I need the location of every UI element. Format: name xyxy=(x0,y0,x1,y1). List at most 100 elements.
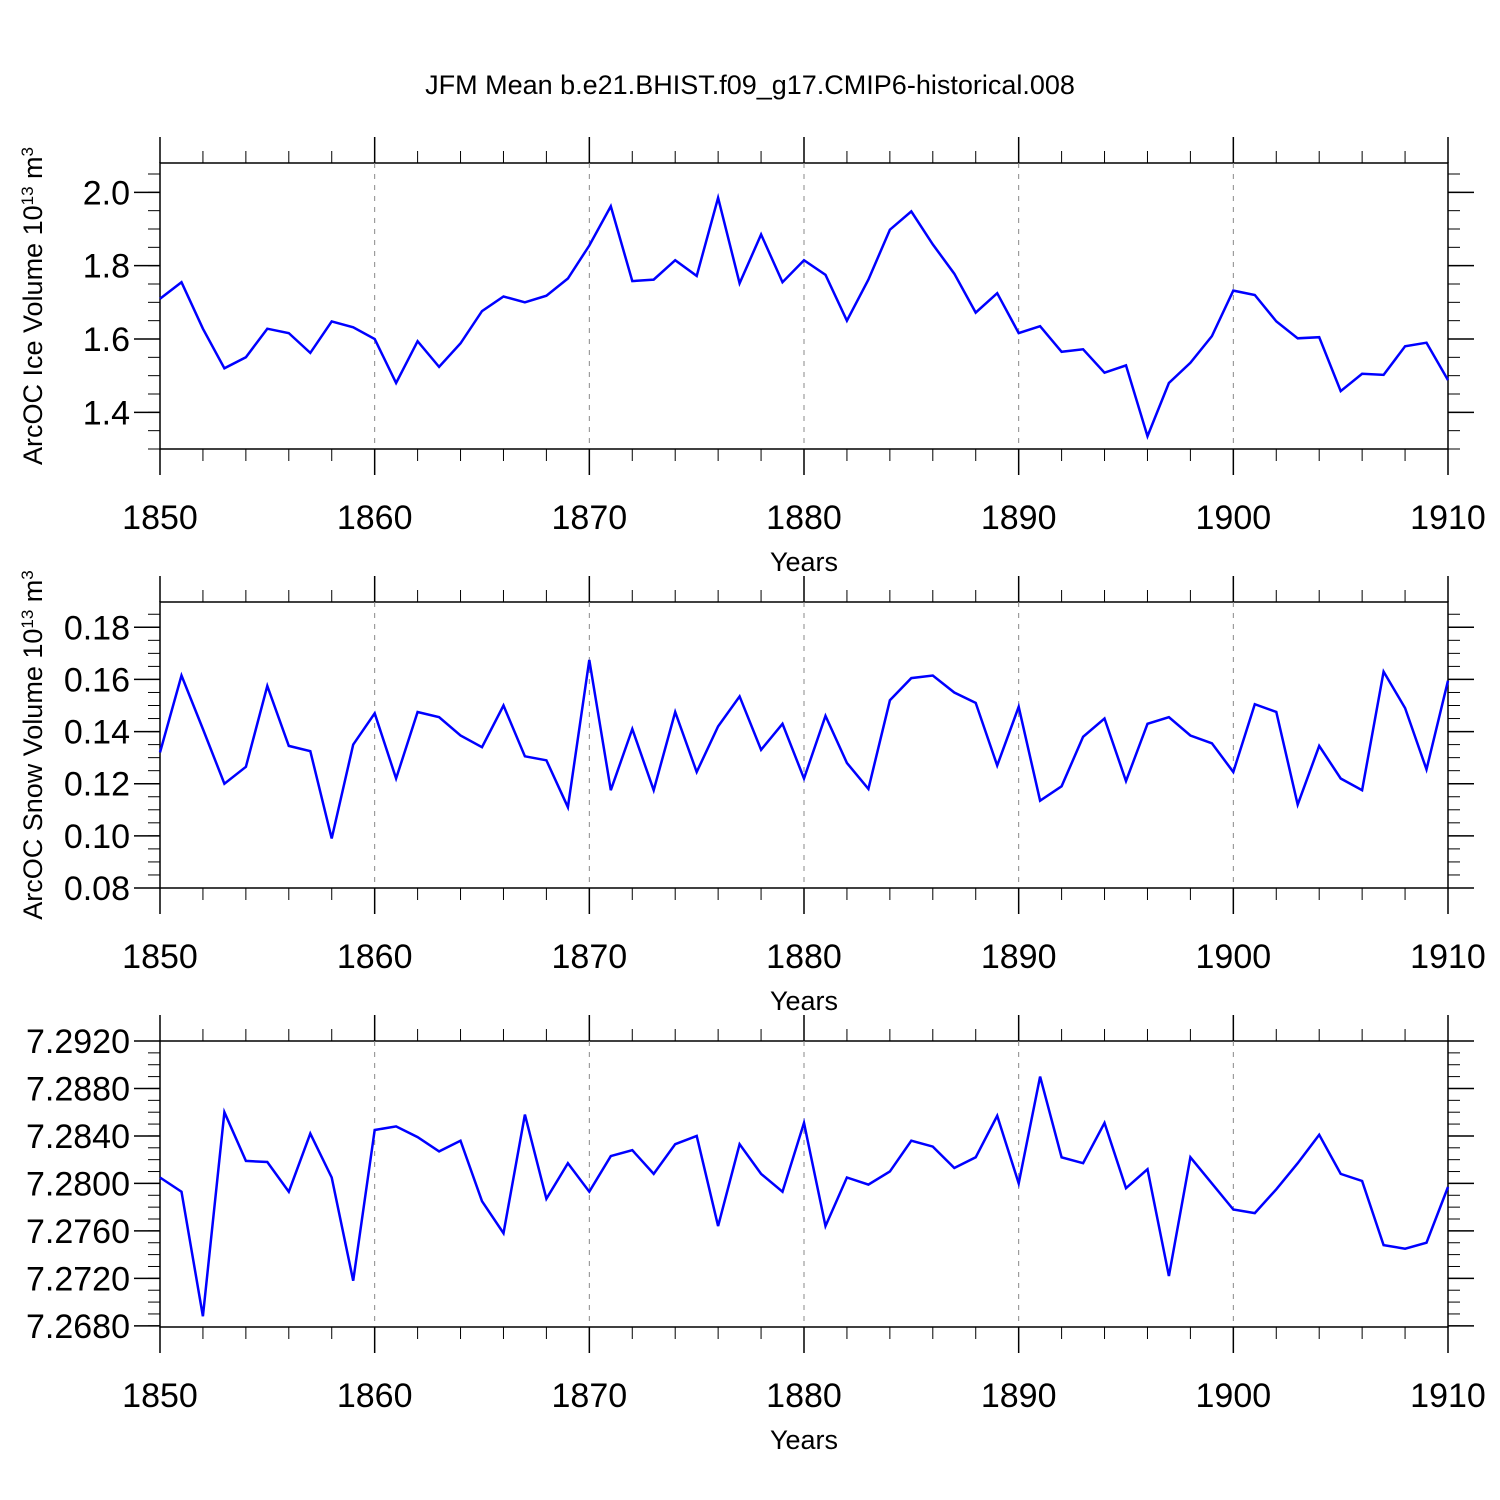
y-tick-label: 7.2880 xyxy=(26,1070,130,1108)
data-point xyxy=(395,777,397,779)
data-point xyxy=(352,326,354,328)
data-point xyxy=(545,295,547,297)
data-point xyxy=(352,743,354,745)
data-point xyxy=(1339,390,1341,392)
data-point xyxy=(1103,1122,1105,1124)
data-point xyxy=(1339,777,1341,779)
data-point xyxy=(502,704,504,706)
data-point xyxy=(1404,707,1406,709)
data-point xyxy=(1017,332,1019,334)
data-point xyxy=(910,1139,912,1141)
data-point xyxy=(223,1111,225,1113)
data-point xyxy=(545,1198,547,1200)
data-point xyxy=(1082,736,1084,738)
data-point xyxy=(610,1155,612,1157)
data-point xyxy=(202,1315,204,1317)
data-point xyxy=(1425,1242,1427,1244)
data-point xyxy=(1361,373,1363,375)
data-point xyxy=(245,766,247,768)
data-point xyxy=(1361,1180,1363,1182)
data-point xyxy=(1039,1075,1041,1077)
data-point xyxy=(1168,382,1170,384)
data-point xyxy=(867,278,869,280)
x-axis-title: Years xyxy=(770,1425,838,1455)
x-tick-label: 1900 xyxy=(1196,499,1272,537)
x-axis-title: Years xyxy=(770,547,838,577)
x-tick-label: 1900 xyxy=(1196,938,1272,976)
data-point xyxy=(1211,335,1213,337)
data-point xyxy=(331,837,333,839)
data-point xyxy=(1275,320,1277,322)
data-point xyxy=(803,259,805,261)
x-tick-label: 1900 xyxy=(1196,1377,1272,1415)
data-point xyxy=(180,674,182,676)
data-point xyxy=(524,1113,526,1115)
x-tick-label: 1890 xyxy=(981,499,1057,537)
data-point xyxy=(1275,1188,1277,1190)
x-tick-label: 1860 xyxy=(337,938,413,976)
data-point xyxy=(1425,341,1427,343)
data-point xyxy=(1318,336,1320,338)
data-point xyxy=(524,755,526,757)
data-point xyxy=(159,297,161,299)
x-tick-label: 1850 xyxy=(122,1377,198,1415)
data-point xyxy=(781,1191,783,1193)
data-point xyxy=(1168,1275,1170,1277)
data-point xyxy=(1189,362,1191,364)
data-point xyxy=(1297,1162,1299,1164)
x-tick-label: 1870 xyxy=(552,499,628,537)
series-line-3 xyxy=(159,1076,1450,1317)
data-point xyxy=(545,759,547,761)
y-tick-label: 0.12 xyxy=(64,766,130,804)
y-tick-label: 0.10 xyxy=(64,818,130,856)
data-point xyxy=(438,366,440,368)
data-point xyxy=(738,1143,740,1145)
x-tick-label: 1910 xyxy=(1410,499,1486,537)
y-tick-label: 0.18 xyxy=(64,609,130,647)
data-point xyxy=(309,750,311,752)
data-point xyxy=(932,243,934,245)
data-point xyxy=(416,340,418,342)
data-point xyxy=(1275,711,1277,713)
data-point xyxy=(1125,1187,1127,1189)
data-point xyxy=(1447,680,1449,682)
series-line-1 xyxy=(159,192,1450,440)
data-point xyxy=(953,691,955,693)
y-tick-label: 0.08 xyxy=(64,870,130,908)
data-point xyxy=(567,806,569,808)
data-point xyxy=(975,311,977,313)
data-point xyxy=(846,762,848,764)
y-tick-label: 7.2920 xyxy=(26,1023,130,1061)
data-point xyxy=(1168,716,1170,718)
data-point xyxy=(781,723,783,725)
data-point xyxy=(846,1176,848,1178)
data-point xyxy=(1017,706,1019,708)
data-point xyxy=(1447,379,1449,381)
data-point xyxy=(1060,351,1062,353)
data-point xyxy=(1447,1186,1449,1188)
data-point xyxy=(288,1191,290,1193)
data-point xyxy=(1382,670,1384,672)
data-point xyxy=(1318,1134,1320,1136)
data-point xyxy=(588,244,590,246)
data-point xyxy=(1082,348,1084,350)
data-point xyxy=(502,295,504,297)
data-point xyxy=(266,1161,268,1163)
data-point xyxy=(953,273,955,275)
data-point xyxy=(1297,803,1299,805)
data-point xyxy=(524,301,526,303)
data-point xyxy=(1232,1208,1234,1210)
data-point xyxy=(1211,1182,1213,1184)
data-point xyxy=(1103,372,1105,374)
data-point xyxy=(1404,345,1406,347)
data-point xyxy=(1060,1156,1062,1158)
y-axis-title: ArcOC Ice Volume 1013 m3 xyxy=(18,147,49,465)
y-tick-label: 1.6 xyxy=(83,321,130,359)
x-tick-label: 1850 xyxy=(122,938,198,976)
data-point xyxy=(588,1191,590,1193)
data-point xyxy=(395,1125,397,1127)
data-point xyxy=(438,1150,440,1152)
data-point xyxy=(416,711,418,713)
data-point xyxy=(1404,1247,1406,1249)
data-point xyxy=(631,280,633,282)
